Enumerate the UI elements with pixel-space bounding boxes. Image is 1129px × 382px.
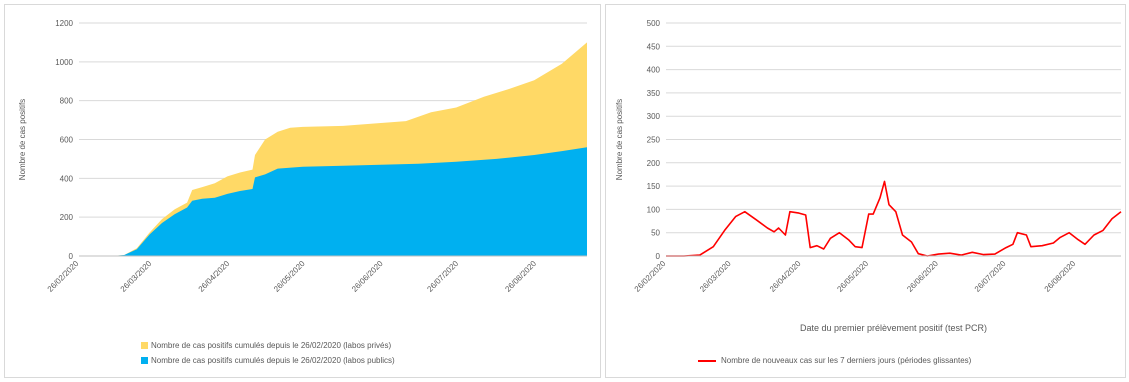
y-tick-label: 600 — [60, 136, 74, 145]
x-tick-label: 26/04/2020 — [197, 259, 232, 294]
y-tick-label: 300 — [647, 112, 661, 121]
x-tick-label: 26/08/2020 — [1043, 259, 1078, 294]
series-line-nouveaux-cas — [666, 180, 1122, 257]
y-tick-label: 400 — [647, 66, 661, 75]
legend-item-labos-publics: Nombre de cas positifs cumulés depuis le… — [141, 356, 395, 365]
x-tick-label: 26/06/2020 — [350, 259, 385, 294]
y-axis-title: Nombre de cas positifs — [615, 99, 624, 180]
legend-label-nouveaux-cas: Nombre de nouveaux cas sur les 7 dernier… — [721, 356, 972, 365]
y-tick-label: 500 — [647, 19, 661, 28]
area-labos-publics — [79, 147, 587, 256]
y-tick-label: 0 — [656, 252, 661, 261]
legend-swatch-labos-publics — [141, 357, 148, 364]
legend-label-labos-prives: Nombre de cas positifs cumulés depuis le… — [151, 341, 392, 350]
legend-swatch-nouveaux-cas — [698, 359, 716, 362]
x-tick-label: 26/07/2020 — [973, 259, 1008, 294]
y-tick-label: 800 — [60, 97, 74, 106]
y-tick-label: 200 — [647, 159, 661, 168]
x-tick-label: 26/05/2020 — [835, 259, 870, 294]
weekly-new-cases-chart: 0 50 100 150 200 250 300 350 400 450 500 26/02/2020… — [615, 19, 1122, 333]
y-tick-label: 0 — [69, 252, 74, 261]
y-tick-label: 1000 — [55, 58, 73, 67]
x-tick-label: 26/05/2020 — [272, 259, 307, 294]
weekly-new-cases-chart-panel: 0 50 100 150 200 250 300 350 400 450 500 26/02/2020… — [605, 4, 1126, 378]
y-tick-label: 1200 — [55, 19, 73, 28]
legend-label-labos-publics: Nombre de cas positifs cumulés depuis le… — [151, 356, 395, 365]
x-tick-label: 26/06/2020 — [905, 259, 940, 294]
x-tick-label: 26/07/2020 — [425, 259, 460, 294]
cumulative-cases-chart-panel: 0 200 400 600 800 1000 1200 26/02/2020 26/03/202… — [4, 4, 601, 378]
cumulative-cases-chart: 0 200 400 600 800 1000 1200 26/02/2020 26/03/202… — [18, 19, 587, 294]
x-tick-label: 26/02/2020 — [46, 259, 81, 294]
legend-swatch-labos-prives — [141, 342, 148, 349]
y-tick-label: 200 — [60, 213, 74, 222]
y-tick-label: 450 — [647, 42, 661, 51]
x-tick-label: 26/03/2020 — [119, 259, 154, 294]
y-tick-label: 150 — [647, 182, 661, 191]
x-axis-title: Date du premier prélèvement positif (tes… — [800, 323, 987, 333]
legend-item-labos-prives: Nombre de cas positifs cumulés depuis le… — [141, 341, 391, 350]
y-tick-label: 100 — [647, 205, 661, 214]
y-tick-label: 250 — [647, 136, 661, 145]
y-tick-label: 350 — [647, 89, 661, 98]
y-axis-title: Nombre de cas positifs — [18, 99, 27, 180]
y-tick-label: 400 — [60, 174, 74, 183]
x-tick-label: 26/08/2020 — [503, 259, 538, 294]
x-tick-label: 26/02/2020 — [633, 259, 668, 294]
legend-item-nouveaux-cas: Nombre de nouveaux cas sur les 7 dernier… — [698, 356, 971, 365]
y-tick-label: 50 — [651, 229, 660, 238]
x-tick-label: 26/03/2020 — [698, 259, 733, 294]
x-tick-label: 26/04/2020 — [768, 259, 803, 294]
